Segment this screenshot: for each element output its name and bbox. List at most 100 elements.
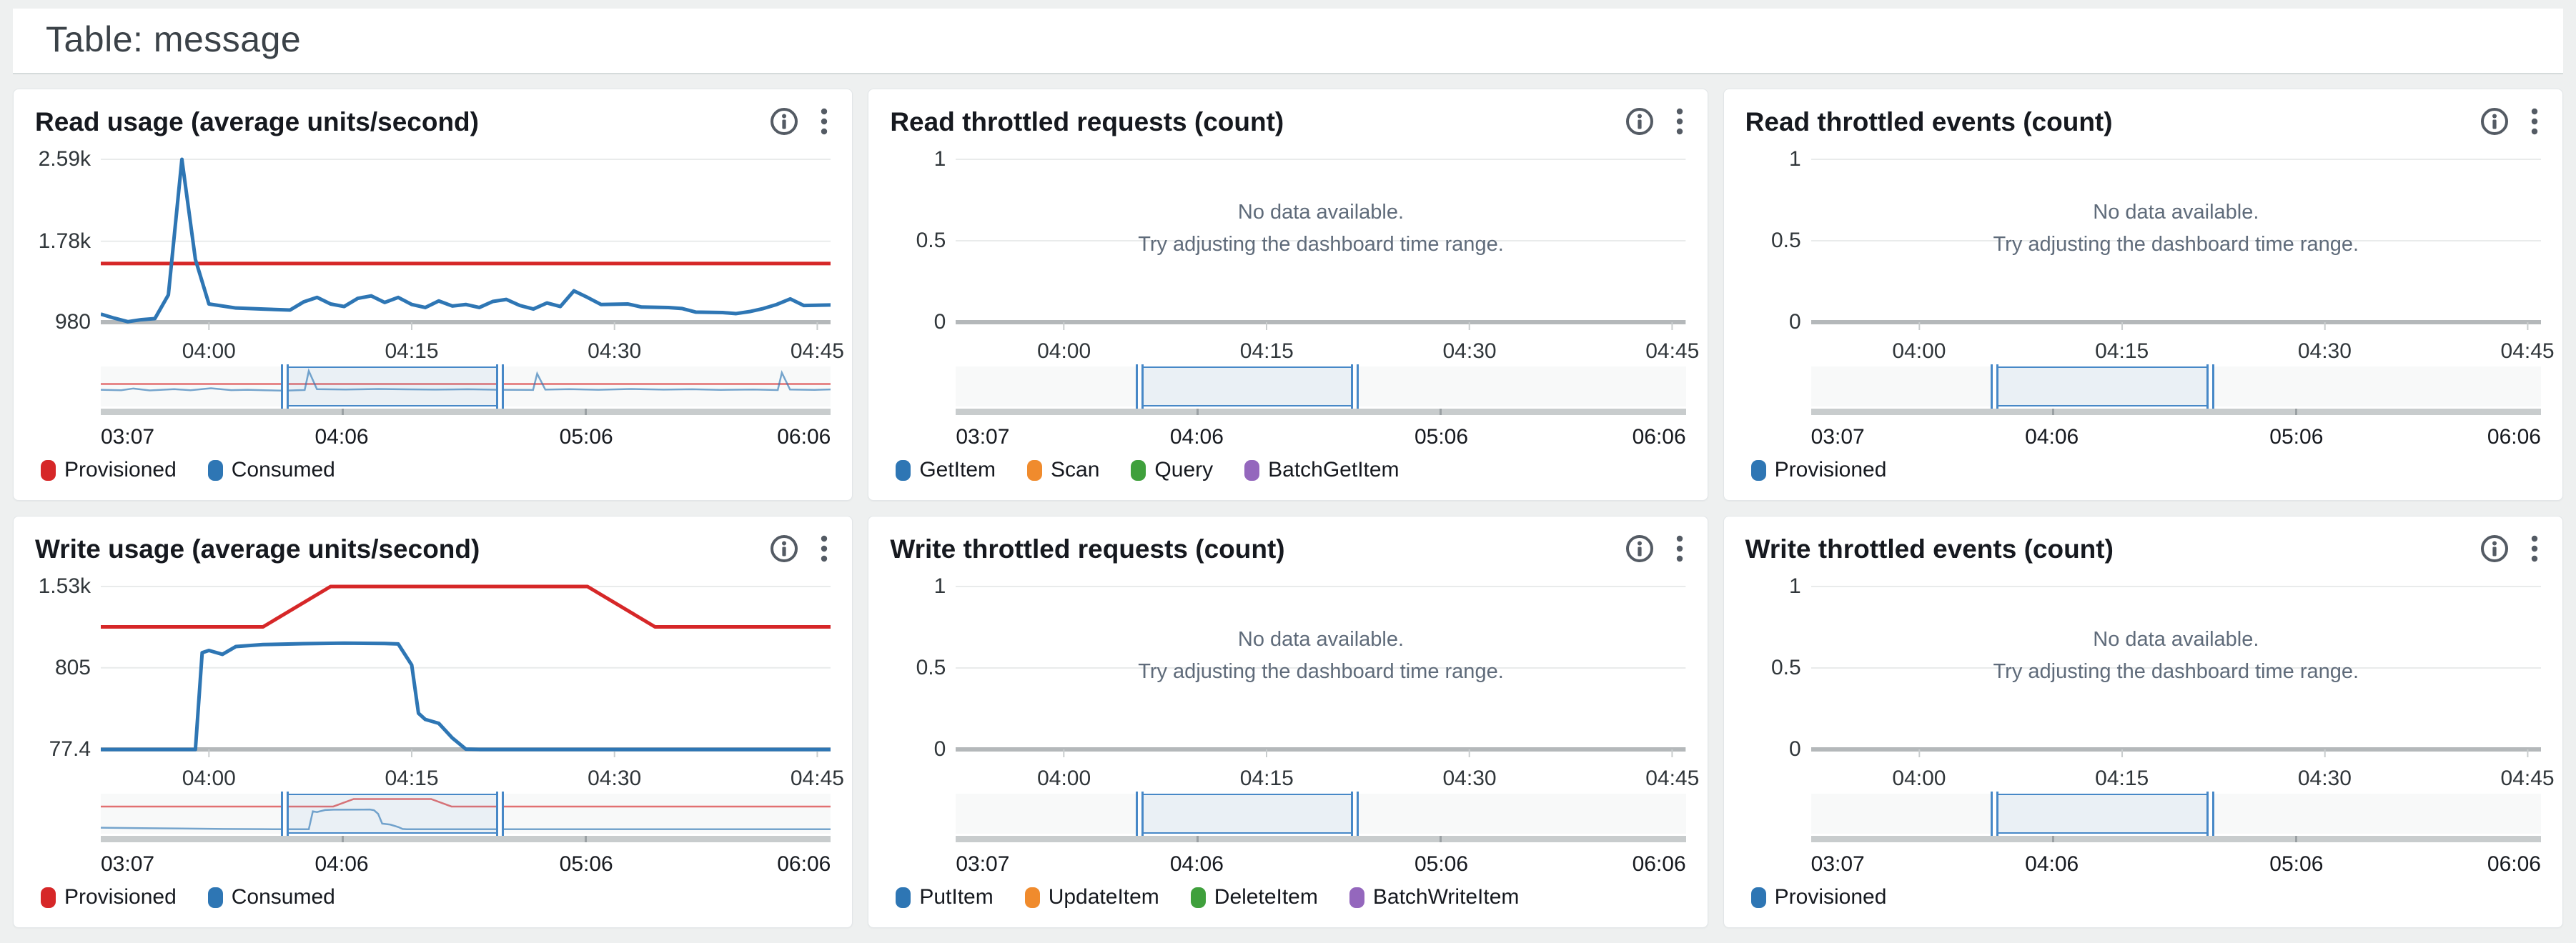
widget-header: Read throttled requests (count) [890, 106, 1685, 144]
timeline-scrollbar[interactable] [101, 409, 831, 415]
brush-selection[interactable] [1991, 792, 2214, 836]
chart-plot-area[interactable]: No data available. Try adjusting the dash… [1811, 151, 2541, 331]
kebab-menu-icon[interactable] [2531, 107, 2538, 136]
legend-item-scan[interactable]: Scan [1027, 458, 1099, 482]
chart-plot-area[interactable] [101, 578, 831, 758]
kebab-menu-icon[interactable] [821, 107, 828, 136]
brush-handle-left[interactable] [1136, 792, 1144, 836]
x-tick-label: 04:30 [1442, 339, 1497, 363]
legend-item-putitem[interactable]: PutItem [896, 885, 994, 909]
brush-handle-right[interactable] [1351, 364, 1359, 409]
info-icon[interactable] [769, 106, 799, 136]
brush-handle-left[interactable] [1991, 364, 1999, 409]
series-line-provisioned [101, 587, 831, 627]
dashboard-grid: Read usage (average units/second) 2.59 [13, 89, 2563, 928]
y-axis-labels: 1.53k 805 77.4 [35, 574, 101, 761]
timeline-brush[interactable] [956, 364, 1686, 409]
timeline-tick-label: 06:06 [1632, 425, 1686, 449]
legend-label: GetItem [919, 458, 996, 482]
info-icon[interactable] [2480, 534, 2510, 564]
chart-plot-area[interactable]: No data available. Try adjusting the dash… [956, 151, 1685, 331]
main-chart-row: 1 0.5 0 No data available. Try adjusting th… [1745, 574, 2541, 761]
x-tick-label: 04:15 [2095, 767, 2149, 790]
series-line-consumed [101, 643, 831, 749]
y-axis-labels: 1 0.5 0 [890, 574, 956, 761]
chart-widget: Read throttled requests (count) 1 0.5 0 [868, 89, 1708, 501]
legend-item-provisioned[interactable]: Provisioned [41, 885, 177, 909]
kebab-menu-icon[interactable] [1676, 107, 1683, 136]
legend-item-consumed[interactable]: Consumed [207, 885, 335, 909]
timeline-scrollbar[interactable] [956, 836, 1686, 842]
brush-handle-right[interactable] [496, 792, 505, 836]
kebab-menu-icon[interactable] [1676, 534, 1683, 563]
brush-handle-left[interactable] [280, 364, 289, 409]
info-icon[interactable] [769, 534, 799, 564]
widget-header: Write usage (average units/second) [35, 534, 831, 571]
timeline-tick-label: 03:07 [101, 425, 155, 449]
chart-legend: GetItem Scan Query BatchGetItem [890, 458, 1685, 482]
timeline-brush[interactable] [1810, 792, 2541, 836]
legend-item-updateitem[interactable]: UpdateItem [1024, 885, 1159, 909]
legend-label: UpdateItem [1048, 885, 1159, 909]
timeline-brush[interactable] [101, 364, 831, 409]
info-icon[interactable] [1625, 534, 1655, 564]
brush-handle-right[interactable] [2206, 792, 2214, 836]
legend-item-provisioned[interactable]: Provisioned [41, 458, 177, 482]
brush-handle-left[interactable] [1991, 792, 1999, 836]
legend-item-provisioned[interactable]: Provisioned [1750, 885, 1886, 909]
timeline-tick-label: 06:06 [777, 852, 831, 876]
legend-item-deleteitem[interactable]: DeleteItem [1190, 885, 1318, 909]
timeline-brush[interactable] [1810, 364, 2541, 409]
timeline-brush[interactable] [956, 792, 1686, 836]
info-icon[interactable] [1625, 106, 1655, 136]
legend-label: Consumed [231, 458, 335, 482]
info-icon[interactable] [2480, 106, 2510, 136]
timeline-labels: 03:07 04:06 05:06 06:06 [101, 418, 831, 451]
brush-handle-left[interactable] [280, 792, 289, 836]
widget-actions [1625, 534, 1686, 564]
brush-selection[interactable] [280, 792, 505, 836]
timeline-scrollbar[interactable] [1810, 409, 2541, 415]
legend-item-provisioned[interactable]: Provisioned [1750, 458, 1886, 482]
timeline-scrollbar[interactable] [1810, 836, 2541, 842]
legend-item-consumed[interactable]: Consumed [207, 458, 335, 482]
timeline-tick-label: 05:06 [2269, 425, 2324, 449]
brush-handle-right[interactable] [496, 364, 505, 409]
main-chart-row: 2.59k 1.78k 980 [35, 147, 831, 334]
timeline-scrollbar[interactable] [956, 409, 1686, 415]
y-tick-label: 1.53k [38, 574, 91, 598]
y-tick-label: 1 [933, 574, 946, 598]
chart-plot-area[interactable]: No data available. Try adjusting the dash… [1811, 578, 2541, 758]
brush-selection[interactable] [280, 364, 505, 409]
timeline-scrollbar[interactable] [101, 836, 831, 842]
brush-selection[interactable] [1136, 792, 1359, 836]
y-tick-label: 0 [933, 310, 946, 334]
chart-plot-area[interactable] [101, 151, 831, 331]
legend-item-batchwriteitem[interactable]: BatchWriteItem [1349, 885, 1519, 909]
widget-header: Write throttled requests (count) [890, 534, 1685, 571]
kebab-menu-icon[interactable] [821, 534, 828, 563]
x-tick-label: 04:45 [790, 339, 844, 363]
timeline-tick-label: 03:07 [956, 852, 1010, 876]
legend-color-swatch [1244, 459, 1260, 481]
legend-label: BatchGetItem [1268, 458, 1400, 482]
legend-item-query[interactable]: Query [1131, 458, 1213, 482]
legend-item-getitem[interactable]: GetItem [896, 458, 996, 482]
brush-selection[interactable] [1991, 364, 2214, 409]
kebab-menu-icon[interactable] [2531, 534, 2538, 563]
y-tick-label: 0 [933, 737, 946, 761]
brush-handle-left[interactable] [1136, 364, 1144, 409]
legend-item-batchgetitem[interactable]: BatchGetItem [1244, 458, 1400, 482]
brush-selection[interactable] [1136, 364, 1359, 409]
x-tick-label: 04:30 [2297, 339, 2352, 363]
brush-handle-right[interactable] [2206, 364, 2214, 409]
main-chart-row: 1 0.5 0 No data available. Try adjusting th… [1745, 147, 2541, 334]
timeline-tick-label: 04:06 [2025, 852, 2079, 876]
chart-plot-area[interactable]: No data available. Try adjusting the dash… [956, 578, 1685, 758]
x-tick-label: 04:15 [1239, 767, 1294, 790]
timeline-tick-label: 06:06 [777, 425, 831, 449]
timeline-brush[interactable] [101, 792, 831, 836]
brush-handle-right[interactable] [1351, 792, 1359, 836]
x-tick-label: 04:45 [2500, 339, 2555, 363]
legend-label: Consumed [231, 885, 335, 909]
